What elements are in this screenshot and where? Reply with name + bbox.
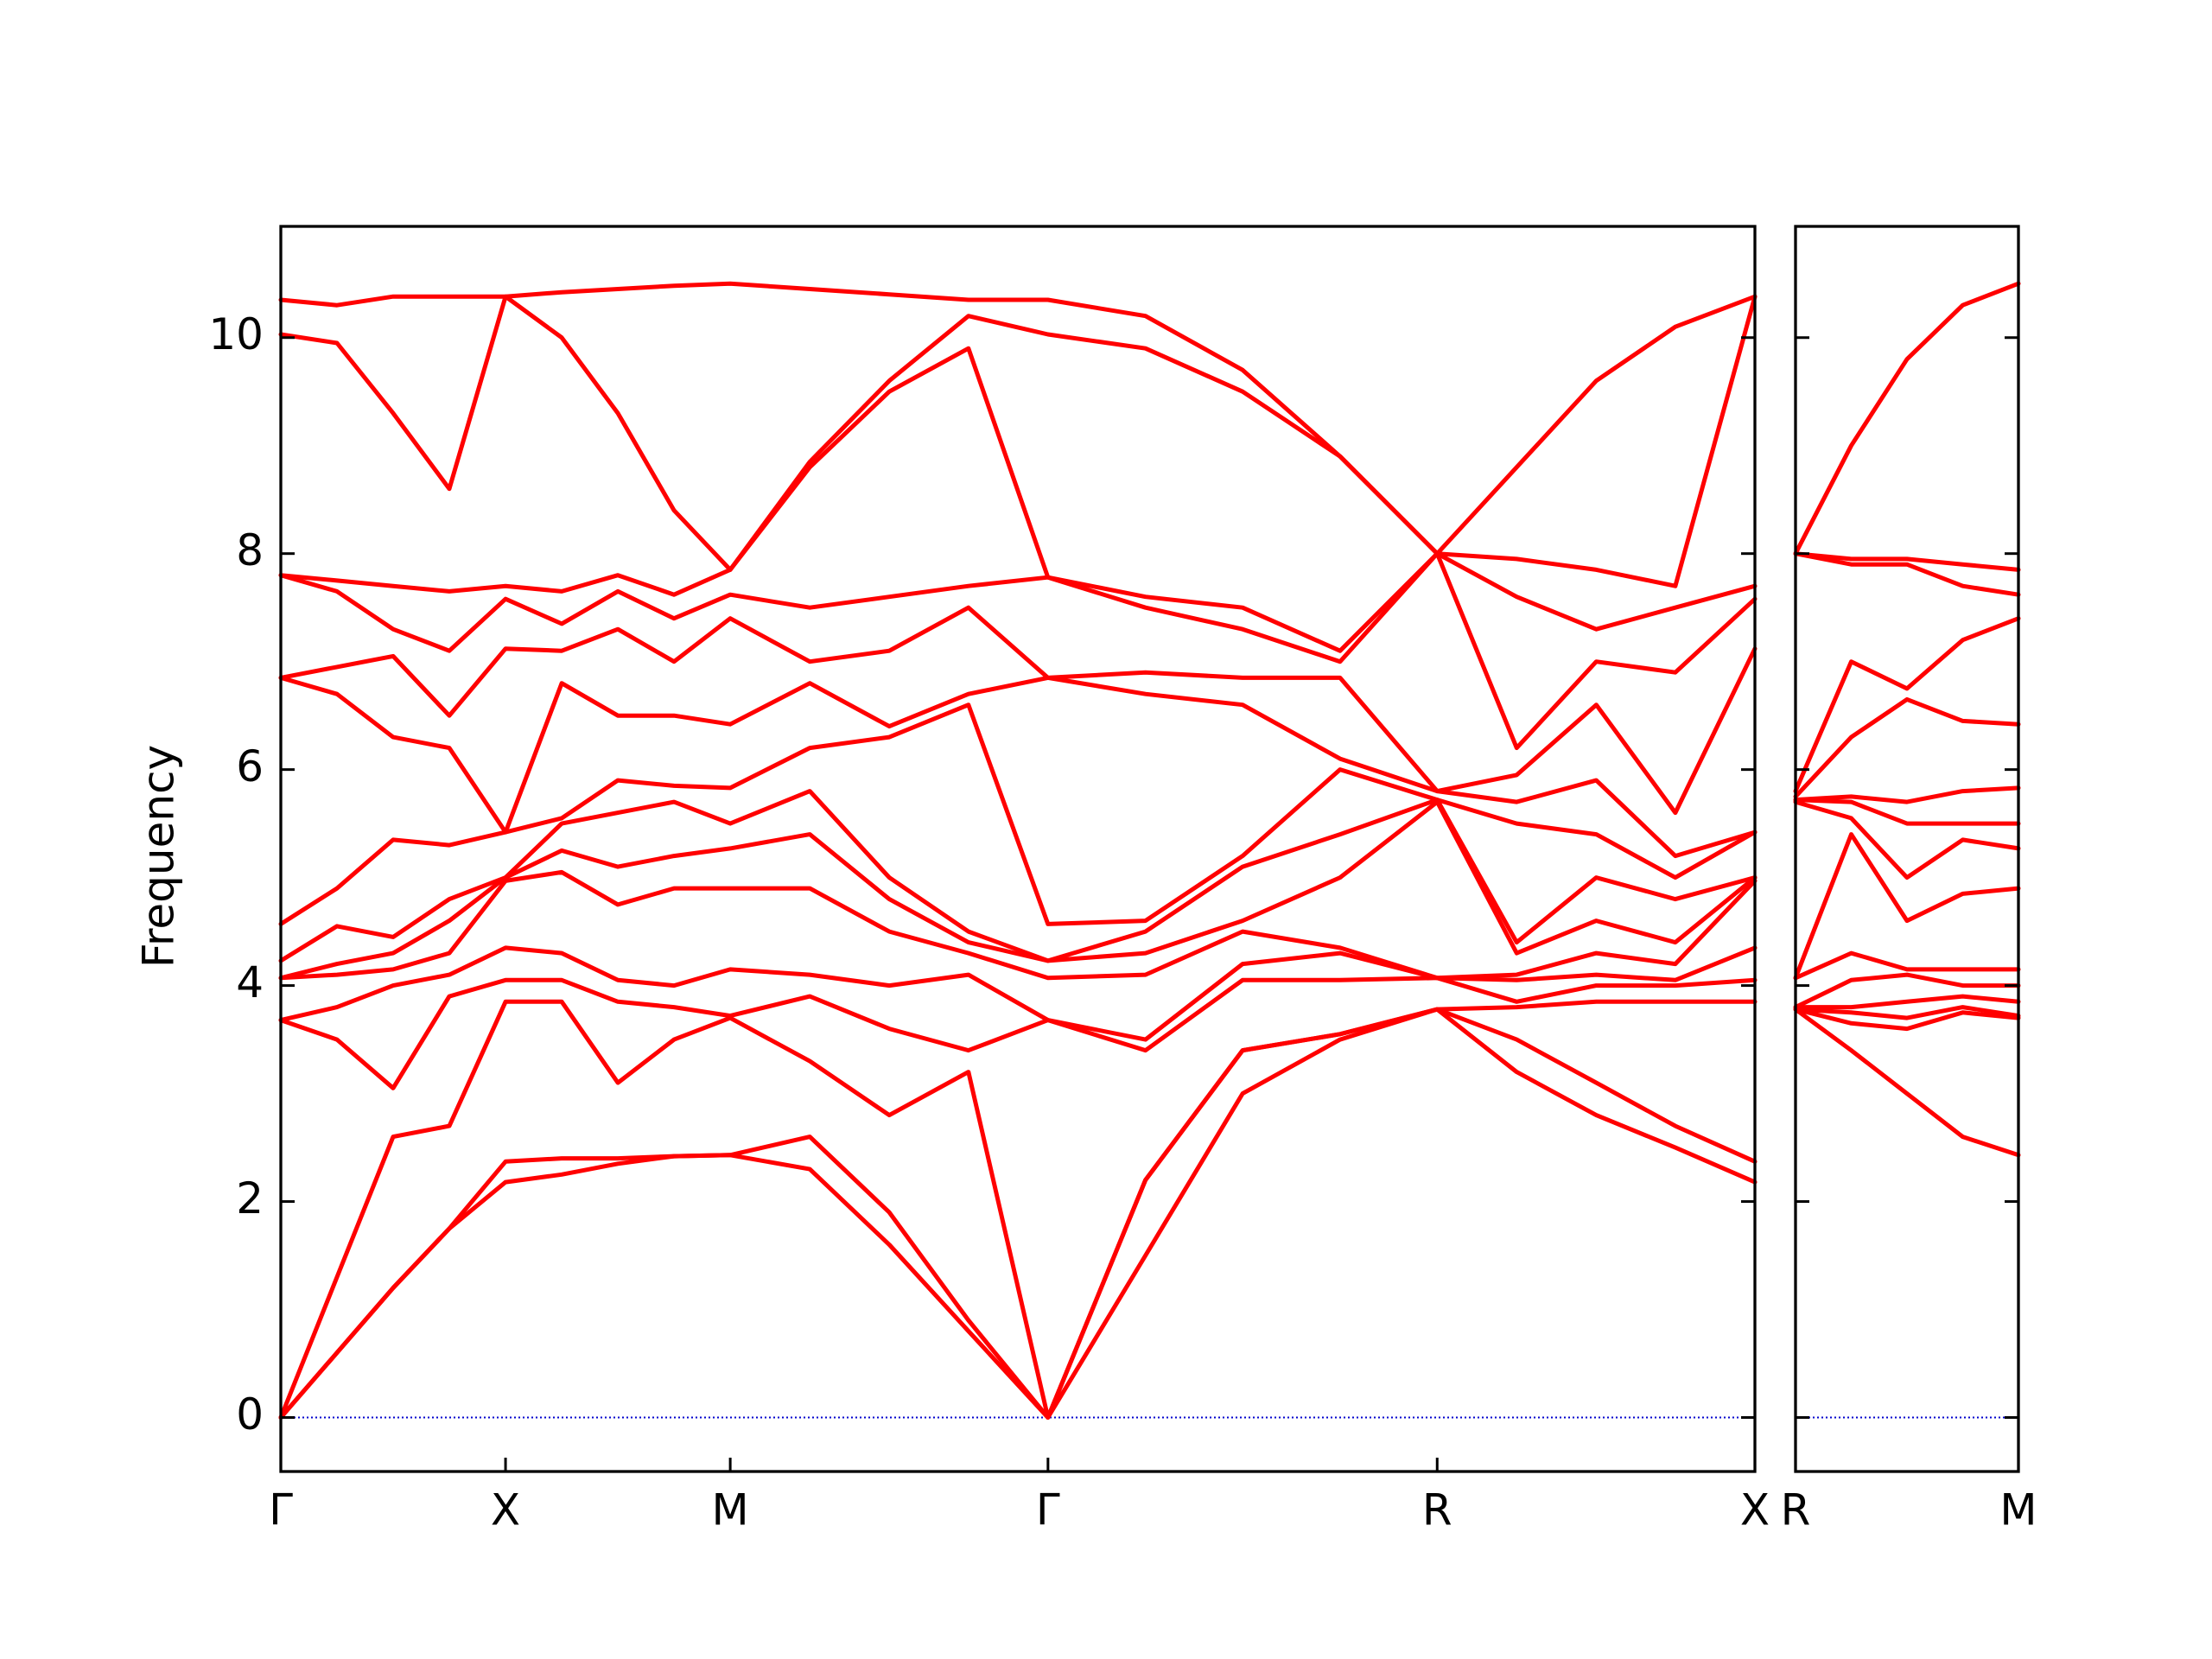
band-line xyxy=(1793,551,2021,572)
band-line xyxy=(278,789,1758,963)
band-line xyxy=(278,869,1758,981)
y-tick-label: 2 xyxy=(236,1173,264,1224)
band-line xyxy=(1793,616,2021,794)
y-tick-label: 0 xyxy=(236,1389,264,1440)
band-line xyxy=(278,675,1758,859)
band-line xyxy=(1793,281,2021,556)
band-line xyxy=(278,605,1758,816)
band-line xyxy=(1793,950,2021,981)
band-line xyxy=(1793,994,2021,1010)
x-tick-label: X xyxy=(1740,1485,1770,1535)
y-axis-label: Frequency xyxy=(134,745,184,968)
band-line xyxy=(278,999,1758,1420)
band-line xyxy=(1793,551,2021,597)
band-line xyxy=(278,551,1758,751)
band-line xyxy=(278,945,1758,1042)
band-line xyxy=(278,346,1758,653)
y-tick-label: 10 xyxy=(208,309,264,359)
plot-frame xyxy=(1794,225,2020,1473)
band-line xyxy=(1793,696,2021,799)
panel: 0 2 4 6 8 10 Γ X M Γ R X xyxy=(208,225,1770,1535)
band-line xyxy=(278,281,1758,556)
band-line xyxy=(278,976,1758,1090)
x-tick-label: M xyxy=(1999,1485,2037,1535)
y-tick-label: 8 xyxy=(236,525,264,575)
band-line xyxy=(1793,832,2021,981)
band-line xyxy=(1793,799,2021,880)
band-line xyxy=(278,1007,1758,1420)
band-line xyxy=(1793,1005,2021,1020)
y-tick-label: 6 xyxy=(236,741,264,791)
x-tick-label: X xyxy=(491,1485,520,1535)
x-tick-label: M xyxy=(712,1485,749,1535)
x-tick-label: Γ xyxy=(1036,1485,1060,1535)
band-line xyxy=(1793,1007,2021,1032)
band-line xyxy=(1793,798,2021,826)
band-line xyxy=(278,294,1758,588)
band-line xyxy=(1793,785,2021,804)
band-line xyxy=(278,702,1758,926)
band-line xyxy=(1793,1007,2021,1158)
band-line xyxy=(278,1007,1758,1420)
band-line xyxy=(1793,972,2021,1010)
x-tick-label: Γ xyxy=(269,1485,293,1535)
plot-frame xyxy=(279,225,1757,1473)
x-tick-label: R xyxy=(1781,1485,1811,1535)
band-line xyxy=(278,799,1758,981)
y-tick-label: 4 xyxy=(236,957,264,1007)
x-tick-label: R xyxy=(1422,1485,1452,1535)
